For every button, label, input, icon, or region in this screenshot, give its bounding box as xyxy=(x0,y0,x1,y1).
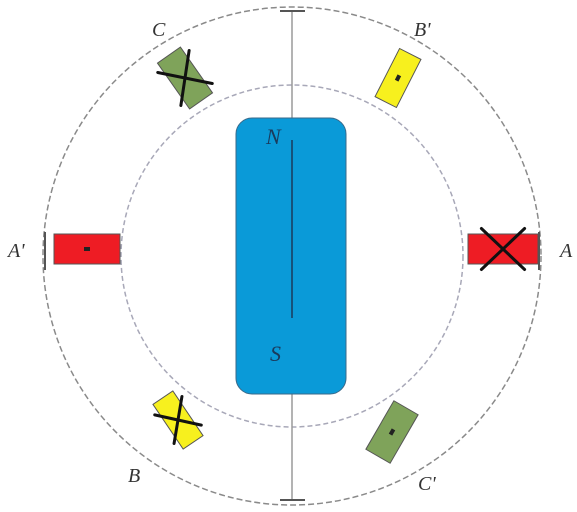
winding-label-a: A xyxy=(558,240,573,262)
current-in-cross-icon xyxy=(156,70,214,86)
winding-label-b-prime: B' xyxy=(414,19,431,41)
winding-label-b: B xyxy=(128,465,140,487)
winding-b-prime xyxy=(374,47,422,109)
current-out-dot-icon xyxy=(84,247,90,251)
winding-b xyxy=(152,390,204,450)
winding-label-c: C xyxy=(152,19,166,41)
winding-a-prime xyxy=(53,233,121,265)
winding-label-c-prime: C' xyxy=(418,473,436,495)
stator-windings: A A' B B' C C' xyxy=(6,19,573,495)
winding-c-prime xyxy=(365,400,419,464)
north-pole-label: N xyxy=(265,124,282,149)
stator-outer-circle xyxy=(42,6,542,506)
winding-a xyxy=(467,226,539,272)
current-in-cross-icon xyxy=(153,413,203,427)
rotor-magnet xyxy=(235,117,347,395)
current-out-dot-icon xyxy=(394,74,402,82)
current-out-dot-icon xyxy=(388,428,396,436)
winding-label-a-prime: A' xyxy=(6,240,25,262)
south-pole-label: S xyxy=(270,341,281,366)
winding-c xyxy=(156,46,214,110)
current-in-cross-icon xyxy=(479,226,527,272)
